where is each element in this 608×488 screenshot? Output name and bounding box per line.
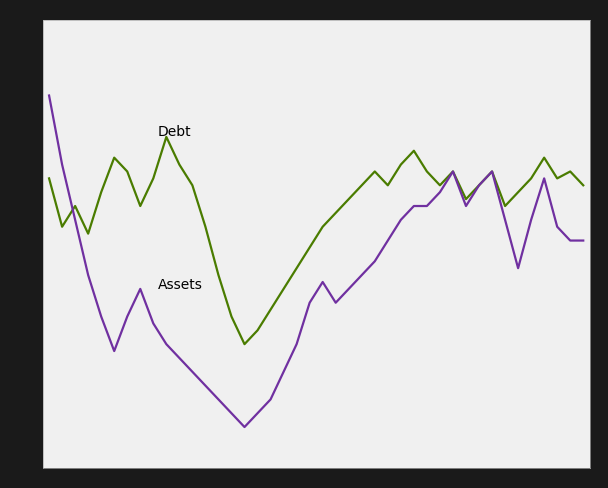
Text: Debt: Debt: [157, 125, 191, 139]
Text: Assets: Assets: [157, 278, 202, 292]
